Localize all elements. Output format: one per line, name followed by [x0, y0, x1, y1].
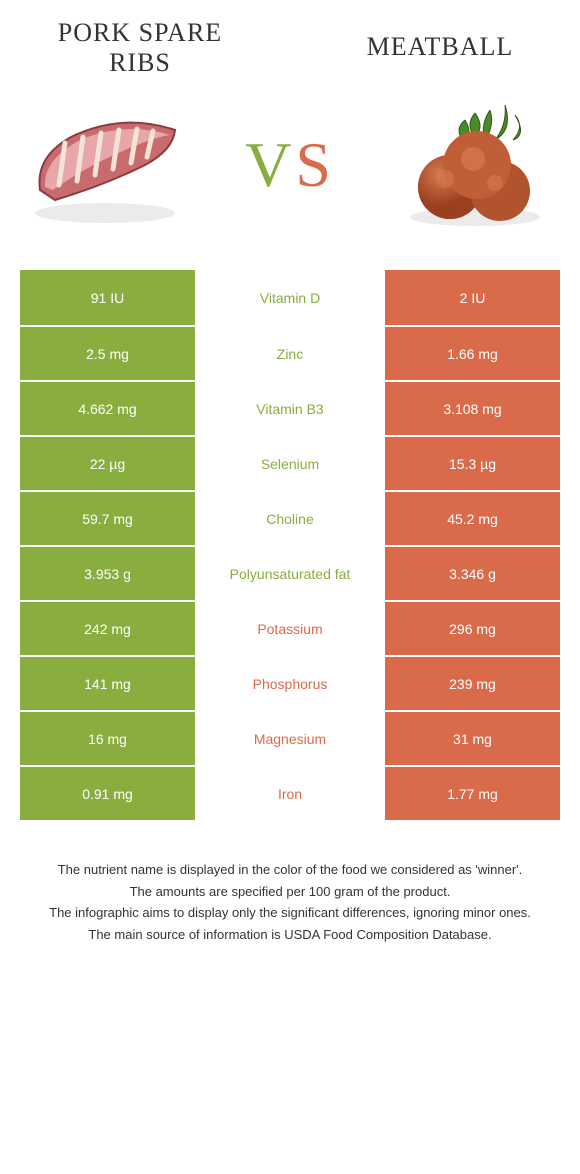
- value-left: 2.5 mg: [20, 327, 195, 380]
- nutrient-name: Polyunsaturated fat: [195, 547, 385, 600]
- nutrient-name: Potassium: [195, 602, 385, 655]
- nutrient-name: Choline: [195, 492, 385, 545]
- vs-label: VS: [245, 128, 335, 202]
- nutrient-name: Vitamin B3: [195, 382, 385, 435]
- nutrient-table: 91 IUVitamin D2 IU2.5 mgZinc1.66 mg4.662…: [20, 270, 560, 820]
- value-left: 16 mg: [20, 712, 195, 765]
- table-row: 16 mgMagnesium31 mg: [20, 710, 560, 765]
- value-right: 296 mg: [385, 602, 560, 655]
- footer: The nutrient name is displayed in the co…: [30, 860, 550, 944]
- value-left: 22 µg: [20, 437, 195, 490]
- value-left: 91 IU: [20, 270, 195, 325]
- footer-line: The infographic aims to display only the…: [30, 903, 550, 923]
- footer-line: The nutrient name is displayed in the co…: [30, 860, 550, 880]
- value-left: 0.91 mg: [20, 767, 195, 820]
- table-row: 59.7 mgCholine45.2 mg: [20, 490, 560, 545]
- value-right: 1.66 mg: [385, 327, 560, 380]
- value-right: 15.3 µg: [385, 437, 560, 490]
- table-row: 242 mgPotassium296 mg: [20, 600, 560, 655]
- value-right: 1.77 mg: [385, 767, 560, 820]
- nutrient-name: Iron: [195, 767, 385, 820]
- value-right: 2 IU: [385, 270, 560, 325]
- value-right: 31 mg: [385, 712, 560, 765]
- value-right: 3.346 g: [385, 547, 560, 600]
- table-row: 2.5 mgZinc1.66 mg: [20, 325, 560, 380]
- meatball-icon: [395, 95, 555, 235]
- title-left: Pork spare ribs: [40, 18, 240, 78]
- table-row: 0.91 mgIron1.77 mg: [20, 765, 560, 820]
- nutrient-name: Selenium: [195, 437, 385, 490]
- nutrient-name: Zinc: [195, 327, 385, 380]
- value-left: 141 mg: [20, 657, 195, 710]
- value-left: 59.7 mg: [20, 492, 195, 545]
- value-right: 3.108 mg: [385, 382, 560, 435]
- footer-line: The amounts are specified per 100 gram o…: [30, 882, 550, 902]
- table-row: 141 mgPhosphorus239 mg: [20, 655, 560, 710]
- nutrient-name: Vitamin D: [195, 270, 385, 325]
- value-left: 242 mg: [20, 602, 195, 655]
- nutrient-name: Magnesium: [195, 712, 385, 765]
- value-right: 239 mg: [385, 657, 560, 710]
- footer-line: The main source of information is USDA F…: [30, 925, 550, 945]
- nutrient-name: Phosphorus: [195, 657, 385, 710]
- hero: VS: [0, 80, 580, 250]
- header: Pork spare ribs Meatball: [0, 0, 580, 80]
- value-left: 3.953 g: [20, 547, 195, 600]
- value-left: 4.662 mg: [20, 382, 195, 435]
- value-right: 45.2 mg: [385, 492, 560, 545]
- table-row: 3.953 gPolyunsaturated fat3.346 g: [20, 545, 560, 600]
- table-row: 22 µgSelenium15.3 µg: [20, 435, 560, 490]
- table-row: 4.662 mgVitamin B33.108 mg: [20, 380, 560, 435]
- table-row: 91 IUVitamin D2 IU: [20, 270, 560, 325]
- pork-ribs-icon: [25, 95, 185, 235]
- title-right: Meatball: [340, 32, 540, 62]
